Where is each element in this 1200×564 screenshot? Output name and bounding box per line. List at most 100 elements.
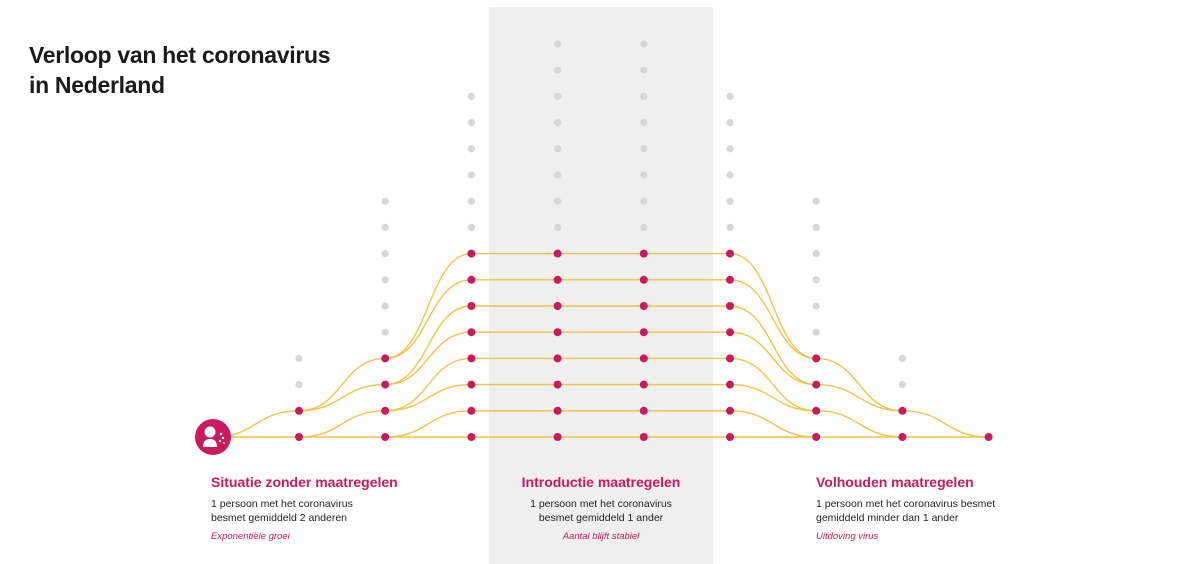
source-person <box>195 419 231 455</box>
infected-dot-col4-row3 <box>553 380 562 389</box>
infected-dot-col6-row3 <box>726 380 734 389</box>
source-person-circle <box>195 419 231 455</box>
inactive-dot-col3-row11 <box>467 171 475 179</box>
connector-line-13 <box>385 252 472 360</box>
inactive-dot-col2-row6 <box>381 302 389 310</box>
caption-no-measures-note: Exponentiële groei <box>211 531 290 542</box>
connector-line-45 <box>729 252 817 360</box>
title-line-2: in Nederland <box>29 72 165 98</box>
infected-dot-col4-row1 <box>553 433 562 441</box>
inactive-dot-col2-row9 <box>381 223 389 231</box>
inactive-dot-col6-row10 <box>726 197 734 205</box>
infected-dot-col5-row4 <box>639 354 648 363</box>
infected-dot-col8-row2 <box>898 406 907 415</box>
infected-dot-col3-row2 <box>467 406 476 415</box>
inactive-dot-col7-row9 <box>812 223 820 231</box>
infected-dot-col2-row4 <box>381 354 390 363</box>
caption-introduce-measures-line-2: besmet gemiddeld 1 ander <box>538 511 664 524</box>
caption-introduce-measures-note: Aantal blijft stabiel <box>562 531 640 542</box>
infected-dot-col5-row8 <box>639 249 648 258</box>
inactive-dot-col2-row8 <box>381 250 389 258</box>
inactive-dot-col4-row16 <box>554 40 562 48</box>
infected-dot-col3-row4 <box>467 354 476 363</box>
infected-dot-col5-row7 <box>639 275 648 284</box>
caption-no-measures-line-2: besmet gemiddeld 2 anderen <box>211 511 348 524</box>
inactive-dot-col5-row15 <box>640 66 648 74</box>
infected-dot-col5-row5 <box>639 328 648 337</box>
infected-dot-col3-row3 <box>467 380 476 389</box>
caption-introduce-measures-line-1: 1 persoon met het coronavirus <box>530 498 672 510</box>
inactive-dot-col8-row3 <box>898 381 907 389</box>
inactive-dot-col6-row13 <box>726 119 734 127</box>
infected-dot-col6-row2 <box>726 406 734 415</box>
infected-dot-col7-row2 <box>812 406 821 415</box>
infected-dot-col3-row5 <box>467 328 476 337</box>
inactive-dot-col6-row12 <box>726 145 734 153</box>
caption-no-measures-line-1: 1 persoon met het coronavirus <box>211 498 353 510</box>
caption-maintain-measures-heading: Volhouden maatregelen <box>816 474 974 490</box>
infected-dot-col4-row7 <box>553 275 562 284</box>
inactive-dot-col5-row13 <box>640 119 648 127</box>
infected-dot-col6-row6 <box>726 302 734 310</box>
inactive-dot-col3-row13 <box>467 119 475 127</box>
inactive-dot-col2-row5 <box>381 328 389 336</box>
inactive-dot-col6-row11 <box>726 171 734 179</box>
infected-dot-col3-row1 <box>467 433 476 441</box>
inactive-dot-col5-row14 <box>640 92 648 100</box>
infected-dot-col8-row1 <box>898 433 907 441</box>
inactive-dot-col2-row7 <box>381 276 389 284</box>
inactive-dot-col4-row9 <box>554 223 562 231</box>
inactive-dot-col4-row13 <box>554 119 562 127</box>
inactive-dot-col5-row12 <box>640 145 648 153</box>
infected-dot-col2-row1 <box>381 433 390 441</box>
caption-maintain-measures: Volhouden maatregelen 1 persoon met het … <box>816 474 1076 542</box>
inactive-dot-col6-row14 <box>726 92 734 100</box>
caption-maintain-measures-body: 1 persoon met het coronavirus besmet gem… <box>816 498 1076 525</box>
inactive-dot-col5-row10 <box>640 197 648 205</box>
connector-line-9 <box>385 357 472 412</box>
connector-lines <box>212 252 989 438</box>
title-line-1: Verloop van het coronavirus <box>29 42 331 68</box>
inactive-dot-col7-row10 <box>812 197 820 205</box>
infected-dot-col9-row1 <box>984 433 993 441</box>
infected-person-icon <box>203 426 225 447</box>
infected-dot-col4-row8 <box>553 249 562 258</box>
caption-maintain-measures-note: Uitdoving virus <box>816 531 879 542</box>
inactive-dot-col4-row11 <box>554 171 562 179</box>
connector-line-48 <box>816 383 903 412</box>
inactive-dot-col5-row9 <box>640 223 648 231</box>
infected-dot-col7-row3 <box>812 380 821 389</box>
connector-line-11 <box>385 305 472 386</box>
caption-maintain-measures-line-2: gemiddeld minder dan 1 ander <box>816 511 959 524</box>
inactive-dot-col4-row14 <box>554 92 562 100</box>
inactive-dot-col2-row10 <box>381 197 389 205</box>
caption-no-measures-heading: Situatie zonder maatregelen <box>211 474 398 490</box>
connector-line-40 <box>729 383 817 412</box>
infected-dot-col3-row8 <box>467 249 476 258</box>
connector-line-39 <box>729 410 817 438</box>
connector-line-7 <box>385 410 472 438</box>
inactive-dot-col1-row3 <box>295 381 303 389</box>
infected-dot-col6-row5 <box>726 328 734 337</box>
infection-spread-diagram <box>195 40 993 455</box>
inactive-dot-col4-row12 <box>554 145 562 153</box>
connector-line-5 <box>298 357 386 412</box>
infected-dot-col4-row5 <box>553 328 562 337</box>
connector-line-4 <box>298 383 386 412</box>
infected-dot-col6-row1 <box>726 433 734 441</box>
caption-introduce-measures-body: 1 persoon met het coronavirus besmet gem… <box>489 498 713 525</box>
infected-dot-col5-row6 <box>639 302 648 310</box>
caption-introduce-measures: Introductie maatregelen 1 persoon met he… <box>489 474 713 542</box>
infected-dot-col4-row6 <box>553 302 562 310</box>
connector-line-41 <box>729 357 817 412</box>
inactive-dot-col5-row11 <box>640 171 648 179</box>
inactive-dot-col4-row15 <box>554 66 562 74</box>
caption-introduce-measures-heading: Introductie maatregelen <box>521 474 681 490</box>
inactive-dot-col7-row8 <box>812 250 820 258</box>
infected-dot-col2-row2 <box>381 406 390 415</box>
infected-dot-col1-row2 <box>295 406 303 415</box>
measures-introduction-band <box>489 7 713 564</box>
inactive-dot-col4-row10 <box>554 197 562 205</box>
inactive-dot-col3-row12 <box>467 145 475 153</box>
infected-dot-col4-row2 <box>553 406 562 415</box>
